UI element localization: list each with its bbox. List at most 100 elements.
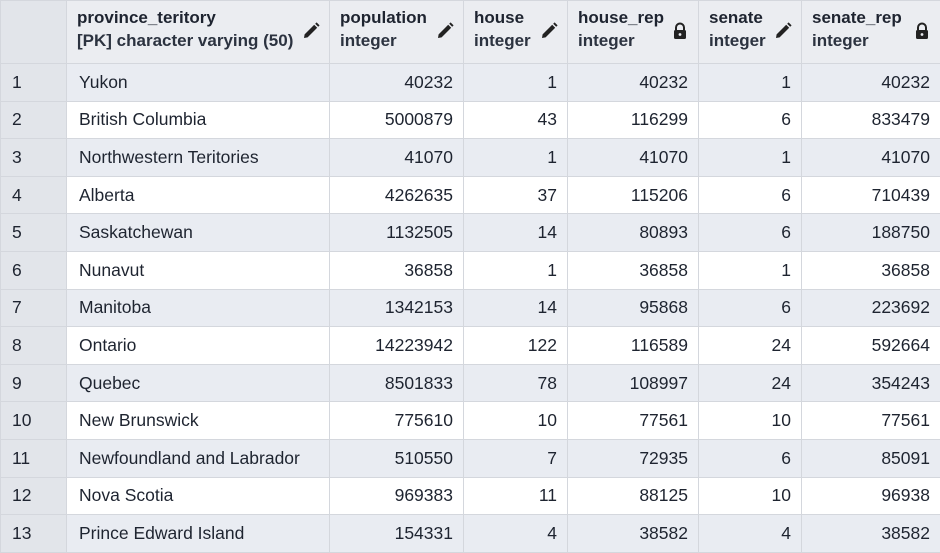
pencil-icon[interactable] (435, 21, 455, 41)
cell-house[interactable]: 14 (464, 289, 568, 327)
cell-population[interactable]: 36858 (330, 251, 464, 289)
row-number[interactable]: 9 (1, 364, 67, 402)
cell-province-teritory[interactable]: Newfoundland and Labrador (67, 439, 330, 477)
cell-house-rep[interactable]: 80893 (568, 214, 699, 252)
cell-senate[interactable]: 1 (699, 64, 802, 102)
cell-province-teritory[interactable]: Saskatchewan (67, 214, 330, 252)
column-header-house[interactable]: house integer (464, 1, 568, 64)
cell-house-rep[interactable]: 108997 (568, 364, 699, 402)
cell-senate-rep[interactable]: 188750 (802, 214, 940, 252)
cell-senate-rep[interactable]: 833479 (802, 101, 940, 139)
cell-province-teritory[interactable]: Nova Scotia (67, 477, 330, 515)
cell-province-teritory[interactable]: Yukon (67, 64, 330, 102)
cell-house[interactable]: 1 (464, 64, 568, 102)
cell-population[interactable]: 1132505 (330, 214, 464, 252)
cell-province-teritory[interactable]: New Brunswick (67, 402, 330, 440)
cell-house-rep[interactable]: 116589 (568, 327, 699, 365)
row-number[interactable]: 6 (1, 251, 67, 289)
cell-house-rep[interactable]: 77561 (568, 402, 699, 440)
corner-cell[interactable] (1, 1, 67, 64)
cell-house[interactable]: 43 (464, 101, 568, 139)
cell-senate-rep[interactable]: 38582 (802, 515, 940, 553)
cell-province-teritory[interactable]: Nunavut (67, 251, 330, 289)
cell-house-rep[interactable]: 95868 (568, 289, 699, 327)
cell-population[interactable]: 154331 (330, 515, 464, 553)
cell-senate-rep[interactable]: 40232 (802, 64, 940, 102)
cell-senate-rep[interactable]: 223692 (802, 289, 940, 327)
cell-senate-rep[interactable]: 592664 (802, 327, 940, 365)
cell-house[interactable]: 78 (464, 364, 568, 402)
cell-province-teritory[interactable]: Alberta (67, 176, 330, 214)
cell-province-teritory[interactable]: British Columbia (67, 101, 330, 139)
cell-province-teritory[interactable]: Manitoba (67, 289, 330, 327)
pencil-icon[interactable] (539, 21, 559, 41)
cell-province-teritory[interactable]: Prince Edward Island (67, 515, 330, 553)
cell-house[interactable]: 37 (464, 176, 568, 214)
cell-senate-rep[interactable]: 77561 (802, 402, 940, 440)
cell-population[interactable]: 5000879 (330, 101, 464, 139)
column-header-province-teritory[interactable]: province_teritory [PK] character varying… (67, 1, 330, 64)
cell-population[interactable]: 1342153 (330, 289, 464, 327)
row-number[interactable]: 7 (1, 289, 67, 327)
cell-population[interactable]: 40232 (330, 64, 464, 102)
cell-province-teritory[interactable]: Ontario (67, 327, 330, 365)
cell-house-rep[interactable]: 72935 (568, 439, 699, 477)
row-number[interactable]: 11 (1, 439, 67, 477)
cell-house[interactable]: 4 (464, 515, 568, 553)
cell-house[interactable]: 7 (464, 439, 568, 477)
row-number[interactable]: 10 (1, 402, 67, 440)
row-number[interactable]: 3 (1, 139, 67, 177)
cell-senate[interactable]: 1 (699, 139, 802, 177)
cell-senate[interactable]: 6 (699, 289, 802, 327)
row-number[interactable]: 4 (1, 176, 67, 214)
cell-senate-rep[interactable]: 354243 (802, 364, 940, 402)
cell-house-rep[interactable]: 41070 (568, 139, 699, 177)
cell-population[interactable]: 4262635 (330, 176, 464, 214)
cell-population[interactable]: 969383 (330, 477, 464, 515)
cell-house[interactable]: 1 (464, 139, 568, 177)
cell-senate[interactable]: 6 (699, 214, 802, 252)
cell-house-rep[interactable]: 36858 (568, 251, 699, 289)
row-number[interactable]: 1 (1, 64, 67, 102)
cell-house-rep[interactable]: 88125 (568, 477, 699, 515)
cell-senate[interactable]: 24 (699, 364, 802, 402)
row-number[interactable]: 12 (1, 477, 67, 515)
cell-house-rep[interactable]: 115206 (568, 176, 699, 214)
cell-population[interactable]: 510550 (330, 439, 464, 477)
cell-house-rep[interactable]: 116299 (568, 101, 699, 139)
cell-province-teritory[interactable]: Northwestern Teritories (67, 139, 330, 177)
column-header-senate-rep[interactable]: senate_rep integer (802, 1, 940, 64)
column-header-population[interactable]: population integer (330, 1, 464, 64)
cell-senate[interactable]: 10 (699, 477, 802, 515)
cell-province-teritory[interactable]: Quebec (67, 364, 330, 402)
pencil-icon[interactable] (301, 21, 321, 41)
cell-senate[interactable]: 6 (699, 176, 802, 214)
cell-house[interactable]: 10 (464, 402, 568, 440)
cell-house[interactable]: 11 (464, 477, 568, 515)
cell-senate[interactable]: 10 (699, 402, 802, 440)
pencil-icon[interactable] (773, 21, 793, 41)
cell-senate[interactable]: 6 (699, 439, 802, 477)
cell-population[interactable]: 775610 (330, 402, 464, 440)
cell-senate[interactable]: 1 (699, 251, 802, 289)
cell-house[interactable]: 14 (464, 214, 568, 252)
row-number[interactable]: 13 (1, 515, 67, 553)
column-header-senate[interactable]: senate integer (699, 1, 802, 64)
cell-population[interactable]: 41070 (330, 139, 464, 177)
cell-house[interactable]: 122 (464, 327, 568, 365)
cell-senate[interactable]: 6 (699, 101, 802, 139)
cell-senate-rep[interactable]: 96938 (802, 477, 940, 515)
cell-senate[interactable]: 4 (699, 515, 802, 553)
row-number[interactable]: 8 (1, 327, 67, 365)
cell-senate-rep[interactable]: 36858 (802, 251, 940, 289)
